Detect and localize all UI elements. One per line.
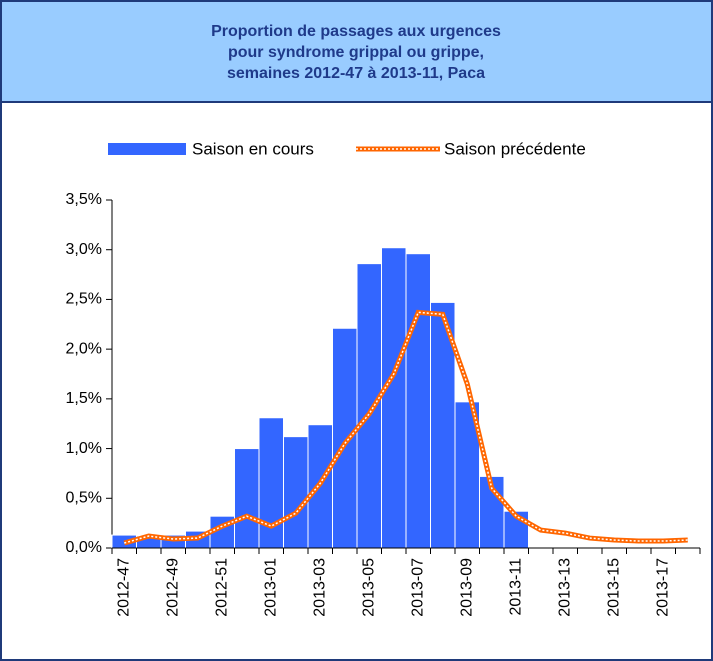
x-tick-label: 2013-13: [556, 558, 573, 617]
x-tick-label: 2013-01: [262, 558, 279, 617]
y-tick-label: 1,5%: [66, 390, 102, 407]
x-tick-label: 2012-47: [115, 558, 132, 617]
legend-label: Saison en cours: [192, 139, 314, 158]
line-dash: [124, 311, 688, 544]
chart-title: pour syndrome grippal ou grippe,: [228, 44, 484, 61]
y-tick-label: 3,0%: [66, 241, 102, 258]
x-tick-label: 2013-09: [458, 558, 475, 617]
bar: [283, 436, 309, 549]
chart-title: semaines 2012-47 à 2013-11, Paca: [227, 65, 485, 82]
y-tick-label: 1,0%: [66, 440, 102, 457]
y-tick-label: 2,5%: [66, 291, 102, 308]
y-tick-label: 3,5%: [66, 191, 102, 208]
bar: [332, 327, 358, 549]
x-tick-label: 2012-49: [164, 558, 181, 617]
y-tick-label: 2,0%: [66, 340, 102, 357]
title-box: [2, 2, 711, 101]
x-tick-label: 2013-17: [654, 558, 671, 617]
x-tick-label: 2013-07: [409, 558, 426, 617]
chart-title: Proportion de passages aux urgences: [211, 23, 501, 40]
x-tick-label: 2013-15: [605, 558, 622, 617]
y-tick-label: 0,5%: [66, 490, 102, 507]
bar: [381, 247, 407, 549]
x-tick-label: 2013-11: [507, 558, 524, 616]
x-tick-label: 2012-51: [213, 558, 230, 617]
y-tick-label: 0,0%: [66, 539, 102, 556]
x-tick-label: 2013-05: [360, 558, 377, 617]
bar: [234, 448, 260, 549]
legend-label: Saison précédente: [444, 139, 586, 158]
x-tick-label: 2013-03: [311, 558, 328, 617]
bar: [356, 263, 382, 549]
bar: [405, 253, 431, 549]
legend-swatch: [108, 143, 186, 155]
